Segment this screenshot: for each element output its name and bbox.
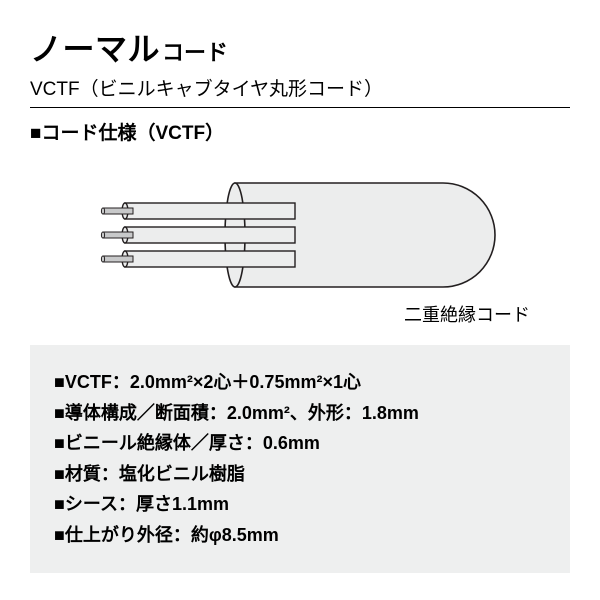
subtitle: VCTF（ビニルキャブタイヤ丸形コード） [30,74,570,101]
spec-line: ■仕上がり外径：約φ8.5mm [54,520,546,551]
divider [30,107,570,108]
diagram-caption: 二重絶縁コード [404,301,530,327]
title-sub: コード [162,35,228,67]
title-main: ノーマル [30,24,160,70]
spec-line: ■ビニール絶縁体／厚さ：0.6mm [54,428,546,459]
spec-heading: ■コード仕様（VCTF） [30,118,570,145]
spec-line: ■材質：塩化ビニル樹脂 [54,459,546,490]
cable-svg [95,175,505,295]
spec-line: ■VCTF：2.0mm²×2心＋0.75mm²×1心 [54,367,546,398]
cable-diagram: 二重絶縁コード [30,175,570,327]
title-row: ノーマル コード [30,24,570,70]
spec-box: ■VCTF：2.0mm²×2心＋0.75mm²×1心■導体構成／断面積：2.0m… [30,345,570,573]
spec-line: ■シース：厚さ1.1mm [54,489,546,520]
spec-line: ■導体構成／断面積：2.0mm²、外形：1.8mm [54,398,546,429]
